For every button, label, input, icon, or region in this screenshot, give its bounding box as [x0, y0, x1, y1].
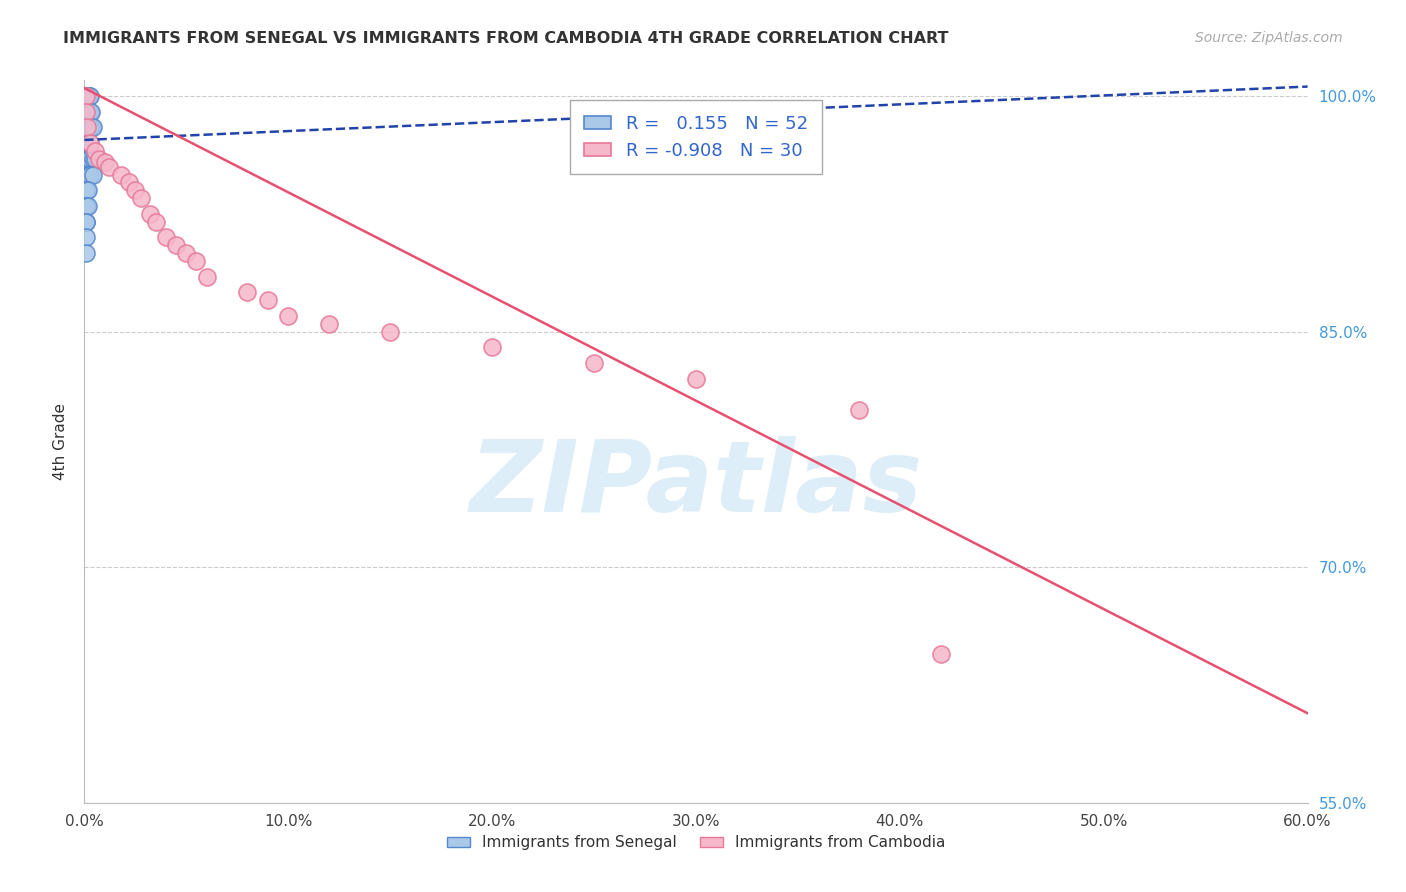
Point [118, 175, 141, 189]
Point [97, 160, 120, 174]
Point [77, 89, 100, 103]
Point [87, 152, 110, 166]
Point [75, 214, 97, 228]
Point [110, 168, 132, 182]
Point [75, 199, 97, 213]
Text: Source: ZipAtlas.com: Source: ZipAtlas.com [1195, 31, 1343, 45]
Point [77, 89, 100, 103]
Point [76, 168, 98, 182]
Point [186, 253, 208, 268]
Point [155, 230, 177, 244]
Text: ZIPatlas: ZIPatlas [470, 436, 922, 533]
Point [75, 183, 97, 197]
Point [124, 183, 146, 197]
Point [76, 120, 98, 135]
Point [75, 120, 97, 135]
Point [79, 120, 101, 135]
Point [318, 317, 340, 331]
Point [75, 104, 97, 119]
Point [79, 152, 101, 166]
Point [77, 183, 100, 197]
Point [77, 104, 100, 119]
Point [82, 168, 104, 182]
Point [79, 89, 101, 103]
Point [79, 104, 101, 119]
Point [79, 136, 101, 150]
Point [80, 120, 103, 135]
Point [76, 89, 98, 103]
Point [75, 120, 97, 135]
Point [195, 269, 218, 284]
Point [76, 104, 98, 119]
Point [77, 104, 100, 119]
Point [83, 152, 105, 166]
Point [75, 89, 97, 103]
Point [257, 293, 280, 308]
Point [75, 168, 97, 182]
Point [77, 120, 100, 135]
Point [75, 168, 97, 182]
Point [929, 647, 952, 661]
Point [82, 120, 104, 135]
Point [236, 285, 259, 300]
Point [79, 89, 101, 103]
Point [75, 152, 97, 166]
Point [165, 238, 187, 252]
Point [80, 104, 103, 119]
Point [76, 104, 98, 119]
Point [77, 168, 100, 182]
Y-axis label: 4th Grade: 4th Grade [53, 403, 69, 480]
Point [75, 183, 97, 197]
Point [79, 104, 101, 119]
Point [75, 214, 97, 228]
Point [83, 144, 105, 158]
Point [76, 136, 98, 150]
Text: IMMIGRANTS FROM SENEGAL VS IMMIGRANTS FROM CAMBODIA 4TH GRADE CORRELATION CHART: IMMIGRANTS FROM SENEGAL VS IMMIGRANTS FR… [63, 31, 949, 46]
Point [145, 214, 167, 228]
Point [77, 199, 100, 213]
Point [685, 372, 707, 386]
Point [75, 89, 97, 103]
Point [77, 152, 100, 166]
Point [75, 136, 97, 150]
Point [583, 356, 606, 370]
Point [79, 136, 101, 150]
Point [76, 89, 98, 103]
Point [75, 104, 97, 119]
Point [76, 120, 98, 135]
Point [79, 168, 101, 182]
Point [77, 136, 100, 150]
Point [75, 89, 97, 103]
Point [93, 155, 115, 169]
Point [75, 104, 97, 119]
Point [138, 207, 160, 221]
Point [75, 230, 97, 244]
Point [848, 403, 870, 417]
Point [75, 152, 97, 166]
Point [380, 325, 402, 339]
Point [277, 309, 299, 323]
Legend: Immigrants from Senegal, Immigrants from Cambodia: Immigrants from Senegal, Immigrants from… [440, 830, 952, 856]
Point [82, 152, 104, 166]
Point [75, 136, 97, 150]
Point [75, 199, 97, 213]
Point [79, 120, 101, 135]
Point [481, 340, 503, 354]
Point [75, 246, 97, 260]
Point [131, 191, 153, 205]
Point [174, 246, 197, 260]
